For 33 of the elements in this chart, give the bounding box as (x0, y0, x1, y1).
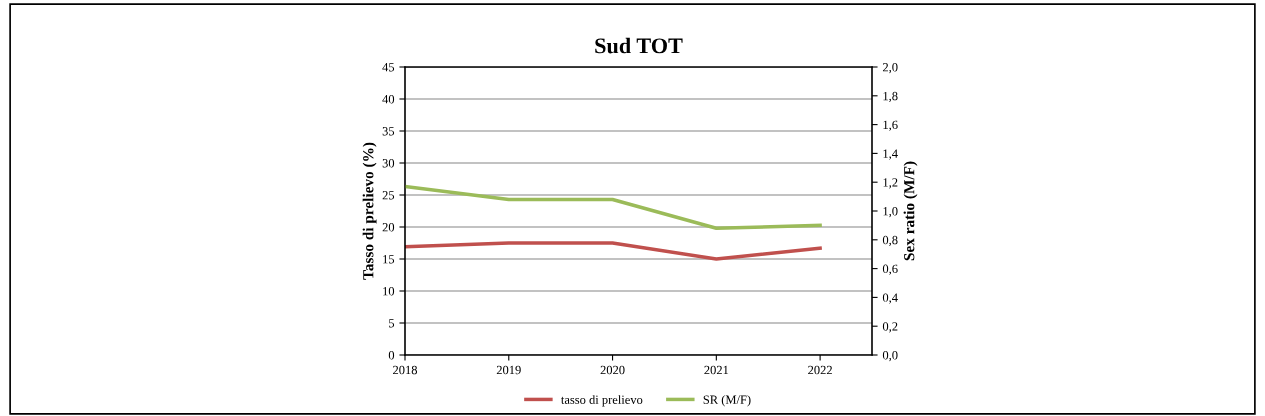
line-series (405, 241, 822, 261)
y2-tick-label: 2,0 (882, 63, 898, 74)
x-tick-label: 2020 (600, 365, 625, 375)
legend-label: tasso di prelievo (561, 395, 643, 407)
y2-axis-title: Sex ratio (M/F) (903, 161, 918, 261)
y-tick-label: 10 (383, 287, 395, 296)
y-tick-label: 20 (382, 223, 395, 232)
y2-tick-label: 0,8 (882, 235, 898, 247)
x-tick-label: 2019 (496, 365, 521, 375)
y2-tick-label: 0,4 (882, 293, 898, 304)
y2-tick-label: 0,2 (882, 322, 898, 333)
y2-tick-label: 1,2 (883, 178, 898, 189)
chart-title: Sud TOT (595, 37, 683, 54)
y2-tick-label: 1,6 (883, 120, 898, 131)
y-tick-label: 15 (383, 255, 395, 264)
y-tick-label: 40 (382, 95, 395, 104)
x-tick-label: 2018 (393, 365, 418, 375)
y2-tick-label: 0,6 (882, 264, 898, 275)
y-tick-label: 45 (382, 63, 395, 72)
x-tick-label: 2022 (808, 365, 832, 375)
y2-tick-label: 1,0 (883, 207, 898, 218)
y-tick-label: 25 (382, 191, 395, 200)
y2-tick-label: 1,8 (883, 91, 898, 103)
y-tick-label: 5 (389, 319, 395, 328)
y2-tick-label: 1,4 (883, 149, 898, 160)
y-tick-label: 35 (382, 127, 395, 136)
y-tick-label: 0 (388, 351, 395, 360)
y-axis-title: Tasso di prelievo (%) (362, 142, 377, 280)
y2-tick-label: 0,0 (882, 351, 898, 362)
legend-label: SR (M/F) (703, 395, 751, 407)
x-tick-label: 2021 (704, 365, 729, 375)
y-tick-label: 30 (382, 159, 395, 168)
line-series (405, 184, 822, 231)
